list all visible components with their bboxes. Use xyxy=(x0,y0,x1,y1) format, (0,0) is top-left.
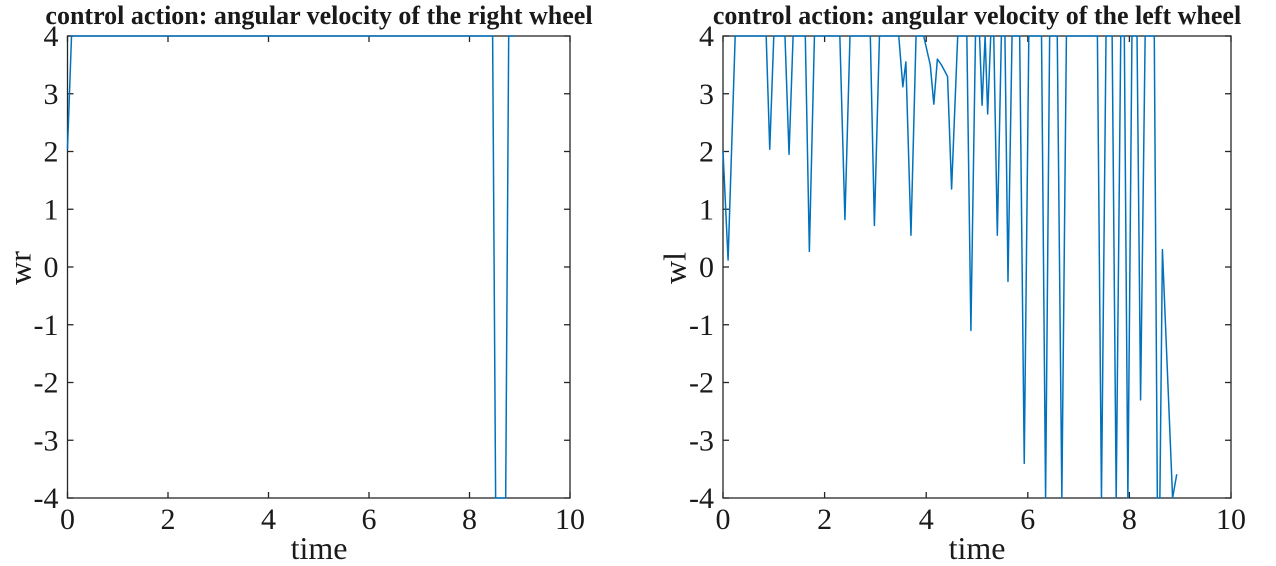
y-tick-label: 4 xyxy=(699,20,714,53)
x-tick-label: 4 xyxy=(919,503,934,536)
y-tick-label: -2 xyxy=(689,367,714,400)
y-tick-label: -2 xyxy=(34,367,59,400)
wl-series-line xyxy=(722,35,1178,499)
y-tick-label: 3 xyxy=(699,78,714,111)
y-tick-label: -4 xyxy=(689,482,714,515)
x-tick-label: 10 xyxy=(555,503,585,536)
x-tick-label: 2 xyxy=(817,503,832,536)
y-tick-label: 1 xyxy=(44,193,59,226)
y-tick-label: 4 xyxy=(44,20,59,53)
left-wheel-chart: control action: angular velocity of the … xyxy=(638,0,1276,566)
x-tick-label: 4 xyxy=(261,503,276,536)
y-tick-label: 0 xyxy=(699,251,714,284)
y-tick-label: -3 xyxy=(689,424,714,457)
x-tick-label: 2 xyxy=(161,503,176,536)
right-wheel-xlabel: time xyxy=(290,530,348,566)
x-tick-label: 0 xyxy=(716,503,731,536)
right-wheel-plot-area: 0 2 4 6 8 10 -4 -3 -2 -1 0 1 2 3 4 xyxy=(34,20,586,536)
y-tick-label: 1 xyxy=(699,193,714,226)
x-tick-label: 6 xyxy=(1020,503,1035,536)
left-wheel-title: control action: angular velocity of the … xyxy=(712,1,1242,30)
y-tick-label: 2 xyxy=(44,136,59,169)
y-tick-label: 0 xyxy=(44,251,59,284)
x-tick-label: 6 xyxy=(362,503,377,536)
wr-series-line xyxy=(66,35,515,499)
y-tick-label: -1 xyxy=(34,309,59,342)
x-tick-label: 10 xyxy=(1216,503,1246,536)
y-tick-label: 2 xyxy=(699,136,714,169)
y-tick-label: -4 xyxy=(34,482,59,515)
x-tick-label: 0 xyxy=(60,503,75,536)
right-wheel-chart: control action: angular velocity of the … xyxy=(2,1,593,566)
y-tick-label: -1 xyxy=(689,309,714,342)
x-tick-label: 8 xyxy=(1122,503,1137,536)
right-wheel-title: control action: angular velocity of the … xyxy=(45,1,593,30)
left-wheel-xlabel: time xyxy=(948,530,1006,566)
y-tick-label: 3 xyxy=(44,78,59,111)
left-wheel-plot-area: 0 2 4 6 8 10 -4 -3 -2 -1 0 1 2 3 4 xyxy=(689,20,1246,536)
y-tick-label: -3 xyxy=(34,424,59,457)
x-tick-label: 8 xyxy=(462,503,477,536)
